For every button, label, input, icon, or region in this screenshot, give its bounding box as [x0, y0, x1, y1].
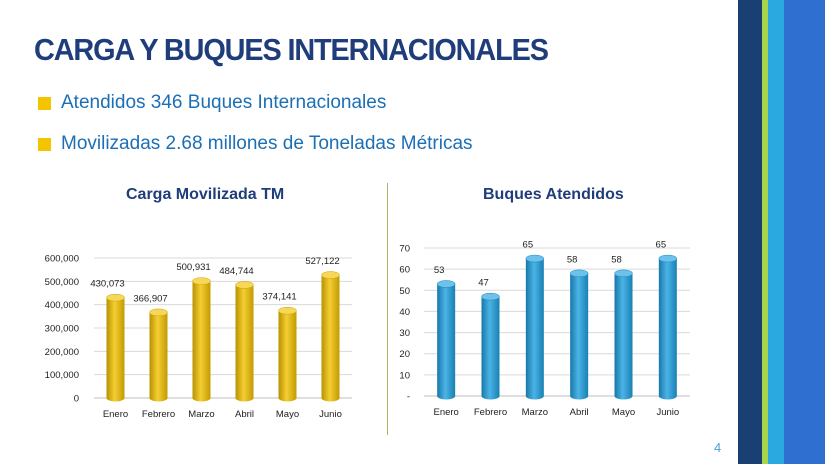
- data-label: 484,744: [219, 266, 253, 277]
- chart-divider: [387, 183, 388, 435]
- bar-top: [278, 306, 297, 315]
- bar: [149, 312, 168, 402]
- bullet-item-ships: Atendidos 346 Buques Internacionales: [38, 92, 386, 114]
- y-tick-label: 100,000: [45, 370, 79, 381]
- decor-stripe-navy: [738, 0, 762, 464]
- x-tick-label: Febrero: [142, 409, 175, 420]
- x-tick-label: Marzo: [188, 409, 214, 420]
- y-tick-label: 40: [399, 307, 410, 318]
- y-tick-label: 400,000: [45, 300, 79, 311]
- y-tick-label: 600,000: [45, 254, 79, 265]
- x-tick-label: Enero: [103, 409, 128, 420]
- bar: [614, 273, 633, 400]
- bar: [658, 258, 677, 400]
- bar-top: [436, 280, 456, 288]
- y-tick-label: 200,000: [45, 347, 79, 358]
- data-label: 47: [478, 278, 489, 289]
- bullet-text: Atendidos 346 Buques Internacionales: [61, 92, 387, 113]
- data-label: 65: [656, 240, 667, 251]
- page-number: 4: [714, 440, 722, 455]
- x-tick-label: Abril: [570, 407, 589, 418]
- x-tick-label: Febrero: [474, 407, 507, 418]
- y-tick-label: 30: [399, 328, 410, 339]
- bullet-text: Movilizadas 2.68 millones de Toneladas M…: [61, 133, 473, 154]
- bar: [235, 284, 254, 402]
- x-tick-label: Mayo: [276, 409, 299, 420]
- y-tick-label: 10: [399, 370, 410, 381]
- data-label: 366,907: [133, 293, 167, 304]
- x-tick-label: Abril: [235, 409, 254, 420]
- data-label: 500,931: [176, 262, 210, 273]
- cargo-chart-title: Carga Movilizada TM: [126, 186, 285, 203]
- bar: [321, 275, 340, 402]
- bar: [106, 297, 125, 402]
- data-label: 58: [611, 254, 622, 265]
- y-tick-label: 60: [399, 265, 410, 276]
- decor-stripe-lime: [762, 0, 768, 464]
- bar-top: [192, 277, 211, 285]
- y-tick-label: 500,000: [45, 277, 79, 288]
- bar-top: [106, 293, 125, 302]
- y-tick-label: 0: [74, 394, 79, 405]
- bar: [192, 281, 211, 402]
- x-tick-label: Junio: [656, 407, 679, 418]
- data-label: 527,122: [305, 256, 339, 267]
- decor-stripe-blue: [784, 0, 825, 464]
- bar: [278, 310, 297, 402]
- data-label: 430,073: [90, 279, 124, 290]
- bar-top: [321, 271, 340, 279]
- slide-title: CARGA Y BUQUES INTERNACIONALES: [34, 32, 549, 67]
- bar: [570, 273, 589, 400]
- bar: [525, 258, 544, 400]
- y-tick-label: -: [407, 392, 410, 403]
- bar-top: [614, 269, 633, 278]
- bar-top: [525, 254, 545, 263]
- x-tick-label: Marzo: [522, 407, 548, 418]
- y-tick-label: 50: [399, 286, 410, 297]
- bar-top: [235, 281, 254, 289]
- data-label: 53: [434, 265, 445, 276]
- bar-top: [149, 308, 168, 317]
- x-tick-label: Mayo: [612, 407, 635, 418]
- ships-chart-title: Buques Atendidos: [483, 186, 624, 203]
- y-tick-label: 70: [399, 244, 410, 255]
- x-tick-label: Enero: [433, 407, 458, 418]
- data-label: 58: [567, 254, 578, 265]
- bar-top: [658, 254, 678, 263]
- y-tick-label: 20: [399, 349, 410, 360]
- decor-stripe-cyan: [768, 0, 784, 464]
- bar: [481, 296, 500, 400]
- y-tick-label: 300,000: [45, 324, 79, 335]
- data-label: 65: [523, 240, 534, 251]
- bar-top: [569, 269, 589, 278]
- bullet-marker-icon: [38, 137, 51, 151]
- bar-top: [481, 292, 500, 301]
- bullet-marker-icon: [38, 96, 51, 110]
- x-tick-label: Junio: [319, 409, 342, 420]
- bullet-item-cargo: Movilizadas 2.68 millones de Toneladas M…: [38, 133, 473, 155]
- data-label: 374,141: [262, 292, 296, 303]
- bar: [437, 283, 456, 400]
